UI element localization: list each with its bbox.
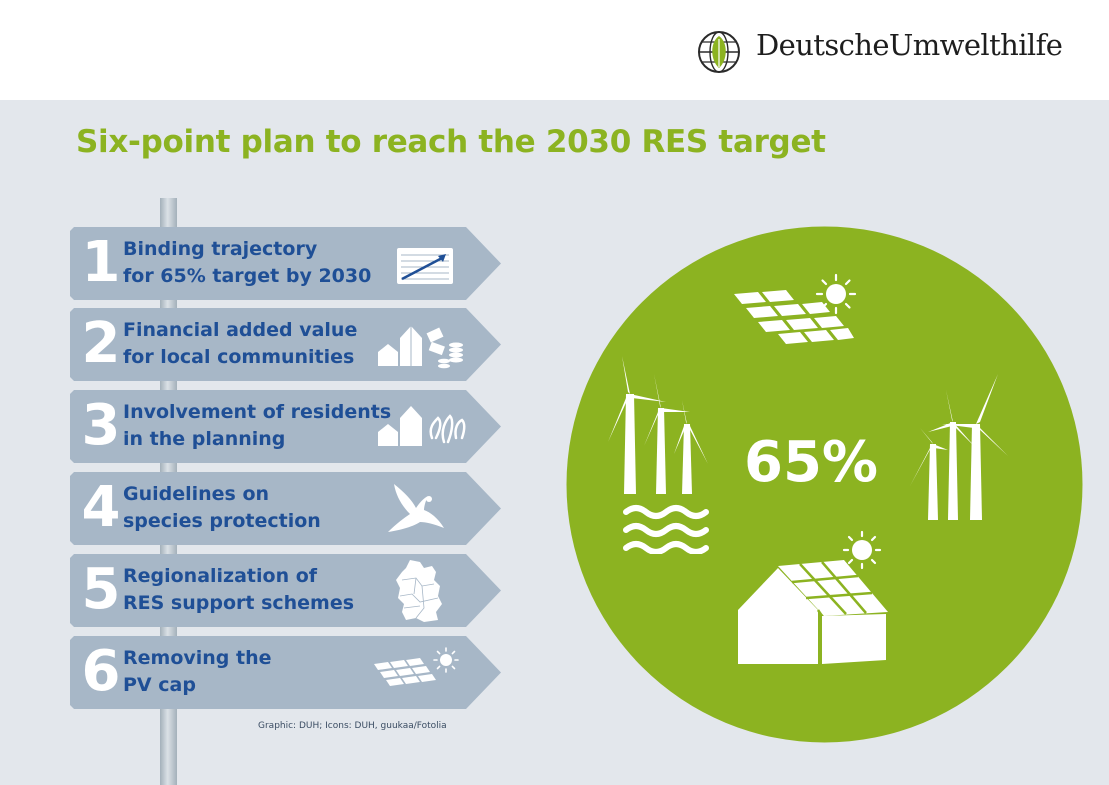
sign-number: 2 xyxy=(81,311,121,376)
sign-number: 5 xyxy=(81,557,121,622)
sign-6: 6 Removing the PV cap xyxy=(70,636,502,709)
germany-map-icon xyxy=(396,560,442,622)
trend-chart-icon xyxy=(397,248,453,284)
sign-label: Guidelines on species protection xyxy=(123,481,321,535)
sign-label: Regionalization of RES support schemes xyxy=(123,563,354,617)
sign-label-line: Financial added value xyxy=(123,319,358,341)
houses-people-icon xyxy=(378,406,466,446)
sign-label-line: Regionalization of xyxy=(123,565,318,587)
house-solar-roof-icon xyxy=(738,530,888,664)
sign-3: 3 Involvement of residents in the planni… xyxy=(70,390,502,463)
solar-panel-sun-icon xyxy=(734,273,857,344)
sign-label-line: for local communities xyxy=(123,346,355,368)
globe-leaf-logo-icon xyxy=(698,31,740,73)
sign-label-line: Guidelines on xyxy=(123,483,270,505)
offshore-wind-turbines-icon xyxy=(608,356,709,554)
sign-label-line: Binding trajectory xyxy=(123,238,318,260)
sign-1: 1 Binding trajectory for 65% target by 2… xyxy=(70,227,502,300)
sign-4: 4 Guidelines on species protection xyxy=(70,472,502,545)
res-circle xyxy=(566,226,1083,743)
sign-label: Binding trajectory for 65% target by 203… xyxy=(123,236,371,290)
sign-number: 3 xyxy=(81,393,121,458)
sign-label-line: Removing the xyxy=(123,647,272,669)
target-percentage: 65% xyxy=(744,430,879,495)
header: DeutscheUmwelthilfe xyxy=(0,0,1109,100)
sign-number: 4 xyxy=(81,475,121,540)
sign-label: Removing the PV cap xyxy=(123,645,272,699)
sign-label-line: in the planning xyxy=(123,428,286,450)
sign-number: 6 xyxy=(81,639,121,704)
eagle-icon xyxy=(388,484,444,532)
image-credit: Graphic: DUH; Icons: DUH, guukaa/Fotolia xyxy=(258,721,447,731)
solar-panel-sun-icon xyxy=(374,647,459,686)
sign-label-line: species protection xyxy=(123,510,321,532)
houses-money-icon xyxy=(378,326,463,369)
sign-label-line: RES support schemes xyxy=(123,592,355,614)
sign-label: Financial added value for local communit… xyxy=(123,317,357,371)
sign-label-line: for 65% target by 2030 xyxy=(123,265,372,287)
sign-label-line: Involvement of residents xyxy=(123,401,392,423)
sign-2: 2 Financial added value for local commun… xyxy=(70,308,502,381)
page-title: Six-point plan to reach the 2030 RES tar… xyxy=(76,124,826,160)
sign-number: 1 xyxy=(81,230,121,295)
sign-5: 5 Regionalization of RES support schemes xyxy=(70,554,502,627)
logo-text: DeutscheUmwelthilfe xyxy=(756,28,1063,62)
onshore-wind-turbines-icon xyxy=(910,374,1008,520)
sign-label-line: PV cap xyxy=(123,674,196,696)
sign-label: Involvement of residents in the planning xyxy=(123,399,391,453)
